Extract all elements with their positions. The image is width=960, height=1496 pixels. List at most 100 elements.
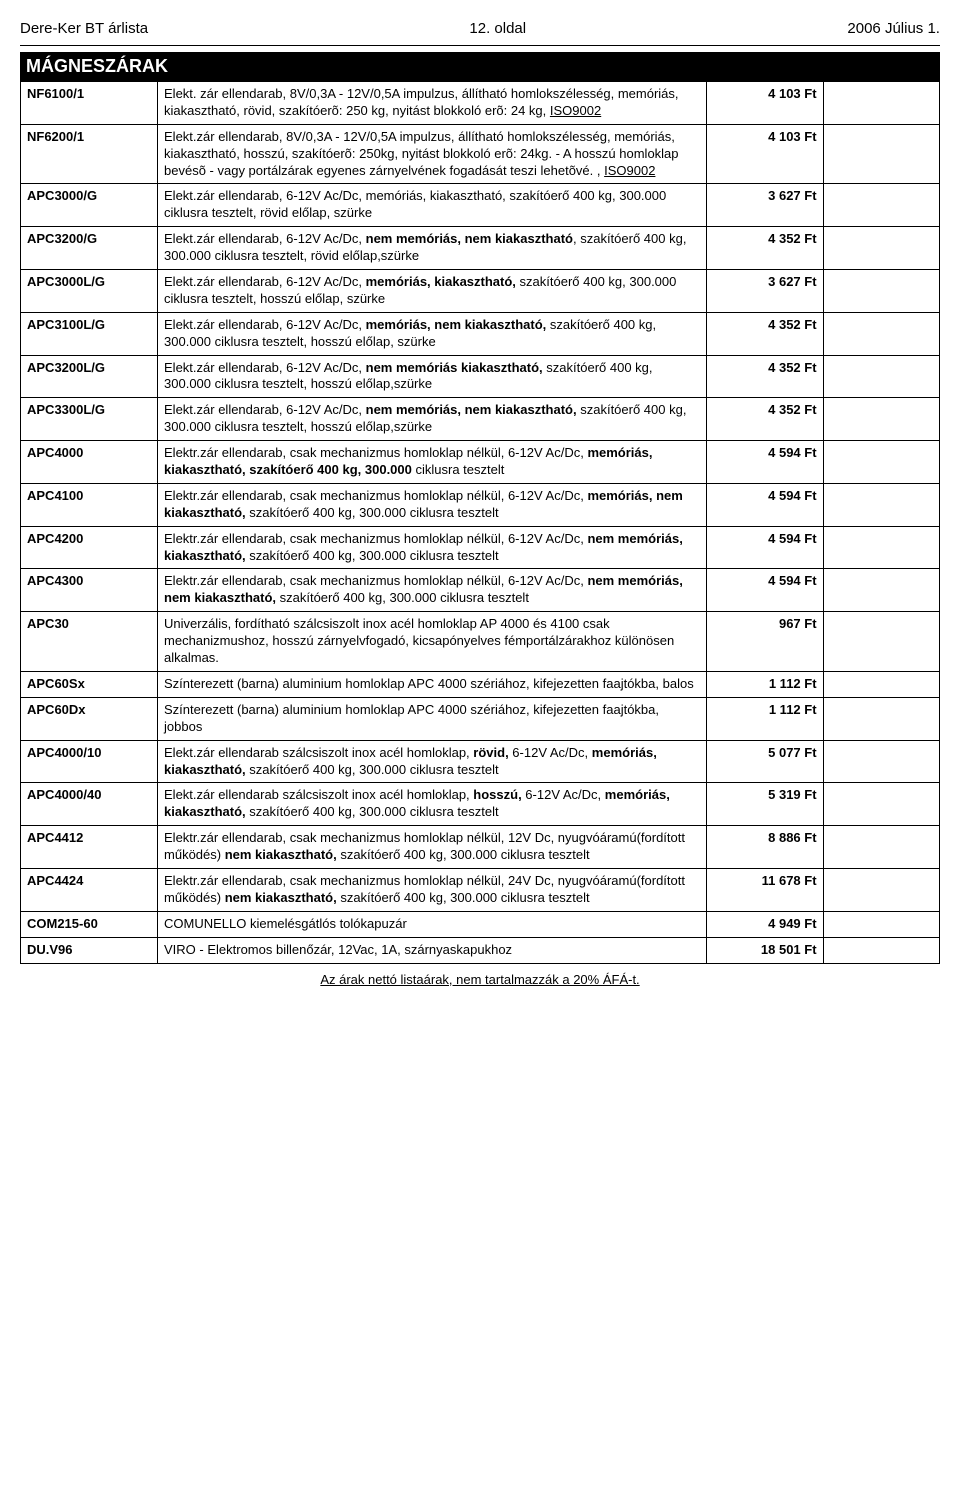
product-description: Elekt.zár ellendarab, 6-12V Ac/Dc, memór… <box>158 312 707 355</box>
product-code: APC4000 <box>21 441 158 484</box>
blank-cell <box>823 312 939 355</box>
table-row: APC4424Elektr.zár ellendarab, csak mecha… <box>21 868 940 911</box>
blank-cell <box>823 441 939 484</box>
table-row: APC4412Elektr.zár ellendarab, csak mecha… <box>21 826 940 869</box>
product-code: APC4000/40 <box>21 783 158 826</box>
product-description: Univerzális, fordítható szálcsiszolt ino… <box>158 612 707 672</box>
blank-cell <box>823 740 939 783</box>
product-description: Elekt.zár ellendarab szálcsiszolt inox a… <box>158 783 707 826</box>
table-row: APC3200L/GElekt.zár ellendarab, 6-12V Ac… <box>21 355 940 398</box>
product-price: 4 352 Ft <box>707 227 823 270</box>
blank-cell <box>823 124 939 184</box>
product-description: Színterezett (barna) aluminium homloklap… <box>158 671 707 697</box>
table-row: APC30Univerzális, fordítható szálcsiszol… <box>21 612 940 672</box>
product-description: COMUNELLO kiemelésgátlós tolókapuzár <box>158 911 707 937</box>
product-code: APC30 <box>21 612 158 672</box>
product-price: 3 627 Ft <box>707 270 823 313</box>
product-price: 11 678 Ft <box>707 868 823 911</box>
product-code: APC60Dx <box>21 697 158 740</box>
table-row: APC4000/10Elekt.zár ellendarab szálcsisz… <box>21 740 940 783</box>
blank-cell <box>823 868 939 911</box>
blank-cell <box>823 526 939 569</box>
product-code: APC4100 <box>21 483 158 526</box>
product-price: 18 501 Ft <box>707 937 823 963</box>
product-price: 1 112 Ft <box>707 697 823 740</box>
product-description: Elektr.zár ellendarab, csak mechanizmus … <box>158 526 707 569</box>
product-code: APC4412 <box>21 826 158 869</box>
product-code: APC3200/G <box>21 227 158 270</box>
product-price: 967 Ft <box>707 612 823 672</box>
table-row: APC4000Elektr.zár ellendarab, csak mecha… <box>21 441 940 484</box>
blank-cell <box>823 227 939 270</box>
product-description: Elekt.zár ellendarab, 8V/0,3A - 12V/0,5A… <box>158 124 707 184</box>
blank-cell <box>823 82 939 125</box>
product-price: 4 352 Ft <box>707 355 823 398</box>
blank-cell <box>823 355 939 398</box>
product-description: Elekt.zár ellendarab, 6-12V Ac/Dc, memór… <box>158 184 707 227</box>
product-price: 4 594 Ft <box>707 569 823 612</box>
table-row: APC3100L/GElekt.zár ellendarab, 6-12V Ac… <box>21 312 940 355</box>
product-code: APC3100L/G <box>21 312 158 355</box>
blank-cell <box>823 937 939 963</box>
table-row: COM215-60COMUNELLO kiemelésgátlós tolóka… <box>21 911 940 937</box>
blank-cell <box>823 270 939 313</box>
blank-cell <box>823 569 939 612</box>
blank-cell <box>823 783 939 826</box>
product-table: NF6100/1Elekt. zár ellendarab, 8V/0,3A -… <box>20 81 940 964</box>
table-row: APC3200/GElekt.zár ellendarab, 6-12V Ac/… <box>21 227 940 270</box>
product-code: APC4200 <box>21 526 158 569</box>
table-row: APC4200Elektr.zár ellendarab, csak mecha… <box>21 526 940 569</box>
product-code: APC3200L/G <box>21 355 158 398</box>
product-description: Elektr.zár ellendarab, csak mechanizmus … <box>158 569 707 612</box>
product-description: Színterezett (barna) aluminium homloklap… <box>158 697 707 740</box>
table-row: APC4000/40Elekt.zár ellendarab szálcsisz… <box>21 783 940 826</box>
blank-cell <box>823 826 939 869</box>
product-description: Elektr.zár ellendarab, csak mechanizmus … <box>158 483 707 526</box>
table-row: APC3300L/GElekt.zár ellendarab, 6-12V Ac… <box>21 398 940 441</box>
product-code: APC3300L/G <box>21 398 158 441</box>
product-code: APC3000L/G <box>21 270 158 313</box>
product-price: 4 949 Ft <box>707 911 823 937</box>
blank-cell <box>823 671 939 697</box>
product-description: Elekt.zár ellendarab szálcsiszolt inox a… <box>158 740 707 783</box>
page-header: Dere-Ker BT árlista 12. oldal 2006 Júliu… <box>20 20 940 37</box>
product-description: Elekt.zár ellendarab, 6-12V Ac/Dc, nem m… <box>158 355 707 398</box>
blank-cell <box>823 612 939 672</box>
product-price: 1 112 Ft <box>707 671 823 697</box>
product-description: Elekt. zár ellendarab, 8V/0,3A - 12V/0,5… <box>158 82 707 125</box>
product-price: 4 352 Ft <box>707 312 823 355</box>
blank-cell <box>823 697 939 740</box>
section-title: MÁGNESZÁRAK <box>20 52 940 81</box>
product-price: 4 594 Ft <box>707 441 823 484</box>
table-row: NF6100/1Elekt. zár ellendarab, 8V/0,3A -… <box>21 82 940 125</box>
product-price: 8 886 Ft <box>707 826 823 869</box>
product-description: Elekt.zár ellendarab, 6-12V Ac/Dc, nem m… <box>158 227 707 270</box>
product-description: Elektr.zár ellendarab, csak mechanizmus … <box>158 868 707 911</box>
product-code: APC3000/G <box>21 184 158 227</box>
blank-cell <box>823 911 939 937</box>
product-code: APC60Sx <box>21 671 158 697</box>
table-row: APC4100Elektr.zár ellendarab, csak mecha… <box>21 483 940 526</box>
product-price: 5 077 Ft <box>707 740 823 783</box>
blank-cell <box>823 398 939 441</box>
product-price: 3 627 Ft <box>707 184 823 227</box>
footer-note: Az árak nettó listaárak, nem tartalmazzá… <box>20 972 940 987</box>
product-code: APC4300 <box>21 569 158 612</box>
header-center: 12. oldal <box>469 20 526 37</box>
table-row: APC4300Elektr.zár ellendarab, csak mecha… <box>21 569 940 612</box>
table-row: APC60SxSzínterezett (barna) aluminium ho… <box>21 671 940 697</box>
table-row: APC3000L/GElekt.zár ellendarab, 6-12V Ac… <box>21 270 940 313</box>
table-row: DU.V96VIRO - Elektromos billenőzár, 12Va… <box>21 937 940 963</box>
product-price: 4 352 Ft <box>707 398 823 441</box>
product-price: 5 319 Ft <box>707 783 823 826</box>
product-code: NF6200/1 <box>21 124 158 184</box>
product-description: Elekt.zár ellendarab, 6-12V Ac/Dc, nem m… <box>158 398 707 441</box>
product-code: APC4424 <box>21 868 158 911</box>
blank-cell <box>823 483 939 526</box>
table-row: NF6200/1Elekt.zár ellendarab, 8V/0,3A - … <box>21 124 940 184</box>
product-price: 4 594 Ft <box>707 526 823 569</box>
product-code: DU.V96 <box>21 937 158 963</box>
table-row: APC60DxSzínterezett (barna) aluminium ho… <box>21 697 940 740</box>
table-row: APC3000/GElekt.zár ellendarab, 6-12V Ac/… <box>21 184 940 227</box>
product-description: Elektr.zár ellendarab, csak mechanizmus … <box>158 441 707 484</box>
